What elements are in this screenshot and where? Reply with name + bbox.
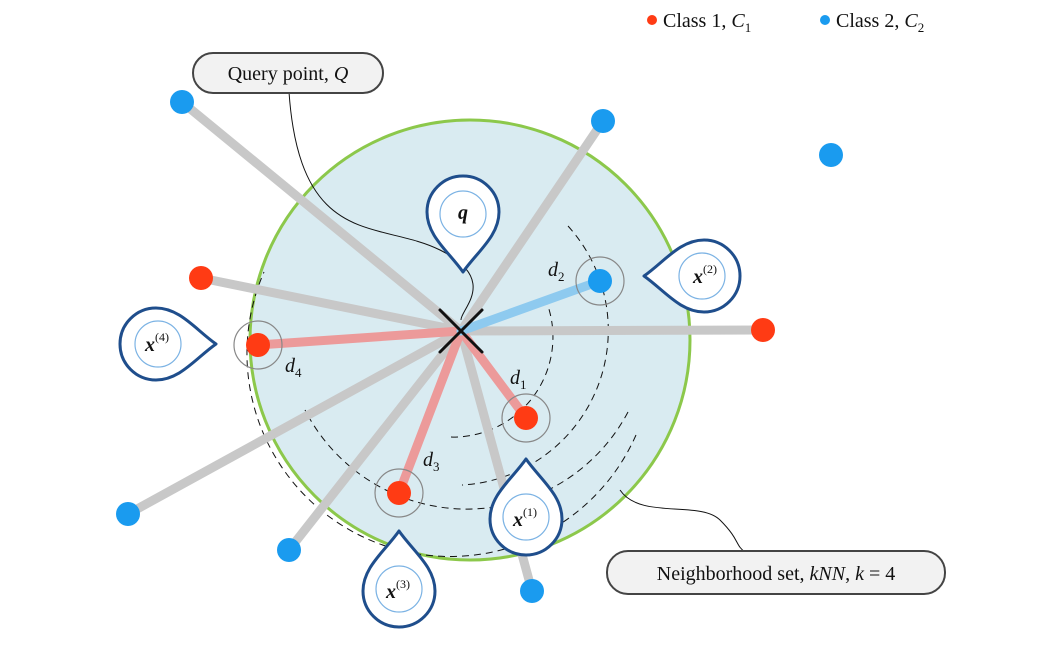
marker-x2-label: x(2) <box>692 262 717 288</box>
neighborhood-callout-leader <box>619 489 746 553</box>
neighbor-line-x3 <box>394 326 466 498</box>
class1-point-x3 <box>387 481 411 505</box>
marker-x3 <box>361 529 437 629</box>
legend-class2-label: Class 2, C2 <box>836 10 924 35</box>
query-point-cross <box>438 308 484 354</box>
class2-point <box>277 538 301 562</box>
distance-label-d4: d4 <box>285 355 302 380</box>
distance-label-d1: d1 <box>510 367 527 392</box>
class2-point <box>170 90 194 114</box>
marker-q-label: q <box>458 202 468 224</box>
distance-label-d2: d2 <box>548 259 565 284</box>
query-callout-leader <box>288 91 474 321</box>
neighbor-line-x1 <box>456 326 531 423</box>
class2-point <box>591 109 615 133</box>
marker-x4-label: x(4) <box>144 330 169 356</box>
neighbor-line-x4 <box>253 326 466 350</box>
class1-point-x1 <box>514 406 538 430</box>
neighbor-ring-x3 <box>374 468 424 518</box>
legend-class2-swatch <box>820 15 830 25</box>
legend-class1-label: Class 1, C1 <box>663 10 751 35</box>
line-to-point <box>196 273 466 336</box>
distance-arc-d2 <box>461 225 609 486</box>
distance-label-d3: d3 <box>423 449 440 474</box>
class1-point <box>189 266 213 290</box>
neighbor-line-x2 <box>456 276 605 336</box>
neighborhood-callout-label: Neighborhood set, kNN, k = 4 <box>657 563 896 585</box>
class2-point <box>819 143 843 167</box>
neighborhood-callout-box <box>606 550 946 595</box>
line-to-point <box>456 325 768 336</box>
marker-q <box>425 174 501 274</box>
legend: Class 1, C1 Class 2, C2 <box>647 10 924 35</box>
query-callout-box <box>192 52 384 94</box>
class2-point <box>520 579 544 603</box>
marker-x2 <box>642 238 742 314</box>
neighbor-ring-x4 <box>233 320 283 370</box>
distance-arc-d4 <box>246 271 637 558</box>
class1-point-x4 <box>246 333 270 357</box>
marker-x1 <box>488 457 564 557</box>
class1-point <box>751 318 775 342</box>
marker-x3-label: x(3) <box>385 577 410 603</box>
neighbor-ring-x2 <box>575 256 625 306</box>
line-to-point <box>177 97 466 336</box>
marker-x1-label: x(1) <box>512 505 537 531</box>
class2-point <box>116 502 140 526</box>
legend-class1-swatch <box>647 15 657 25</box>
class2-point-x2 <box>588 269 612 293</box>
distance-arc-d3 <box>304 409 629 510</box>
line-to-point <box>284 326 466 555</box>
line-to-point <box>456 116 608 336</box>
query-callout-label: Query point, Q <box>228 63 349 85</box>
neighbor-ring-x1 <box>501 393 551 443</box>
distance-arc-d1 <box>448 297 554 438</box>
marker-x4 <box>118 306 218 382</box>
line-to-point <box>123 326 466 519</box>
